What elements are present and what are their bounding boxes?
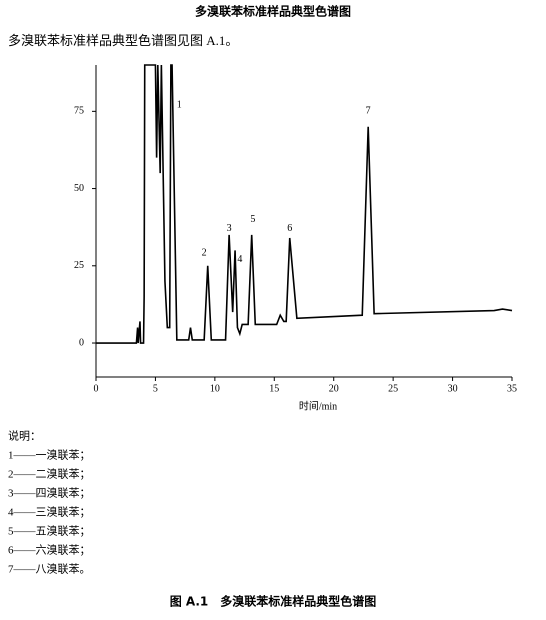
- title: 多溴联苯标准样品典型色谱图: [195, 4, 351, 19]
- peak-label: 4: [237, 254, 242, 265]
- peak-label: 6: [287, 223, 292, 234]
- y-tick-label: 25: [74, 260, 84, 271]
- note-item: 4——三溴联苯；: [8, 505, 91, 519]
- x-tick-label: 30: [448, 383, 458, 394]
- intro: 多溴联苯标准样品典型色谱图见图 A.1。: [8, 33, 238, 48]
- note-item: 7——八溴联苯。: [8, 562, 91, 576]
- x-tick-label: 15: [269, 383, 279, 394]
- x-tick-label: 35: [507, 383, 517, 394]
- note-item: 6——六溴联苯；: [8, 543, 91, 557]
- peak-label: 3: [227, 223, 232, 234]
- x-tick-label: 20: [329, 383, 339, 394]
- peak-label: 7: [366, 106, 371, 117]
- notes-heading: 说明：: [8, 429, 41, 443]
- note-item: 5——五溴联苯；: [8, 524, 91, 538]
- y-tick-label: 0: [79, 337, 84, 348]
- x-tick-label: 5: [153, 383, 158, 394]
- note-item: 3——四溴联苯；: [8, 486, 91, 500]
- y-tick-label: 75: [74, 106, 84, 117]
- peak-label: 5: [250, 214, 255, 225]
- x-tick-label: 25: [388, 383, 398, 394]
- peak-label: 2: [202, 248, 207, 259]
- caption: 图 A.1 多溴联苯标准样品典型色谱图: [170, 594, 377, 609]
- x-tick-label: 10: [210, 383, 220, 394]
- peak-label: 1: [177, 99, 182, 110]
- x-axis-label: 时间/min: [299, 399, 337, 412]
- chromatogram-line: [96, 64, 513, 344]
- note-item: 1——一溴联苯；: [8, 448, 91, 462]
- y-tick-label: 50: [74, 183, 84, 194]
- x-tick-label: 0: [94, 383, 99, 394]
- note-item: 2——二溴联苯；: [8, 467, 91, 481]
